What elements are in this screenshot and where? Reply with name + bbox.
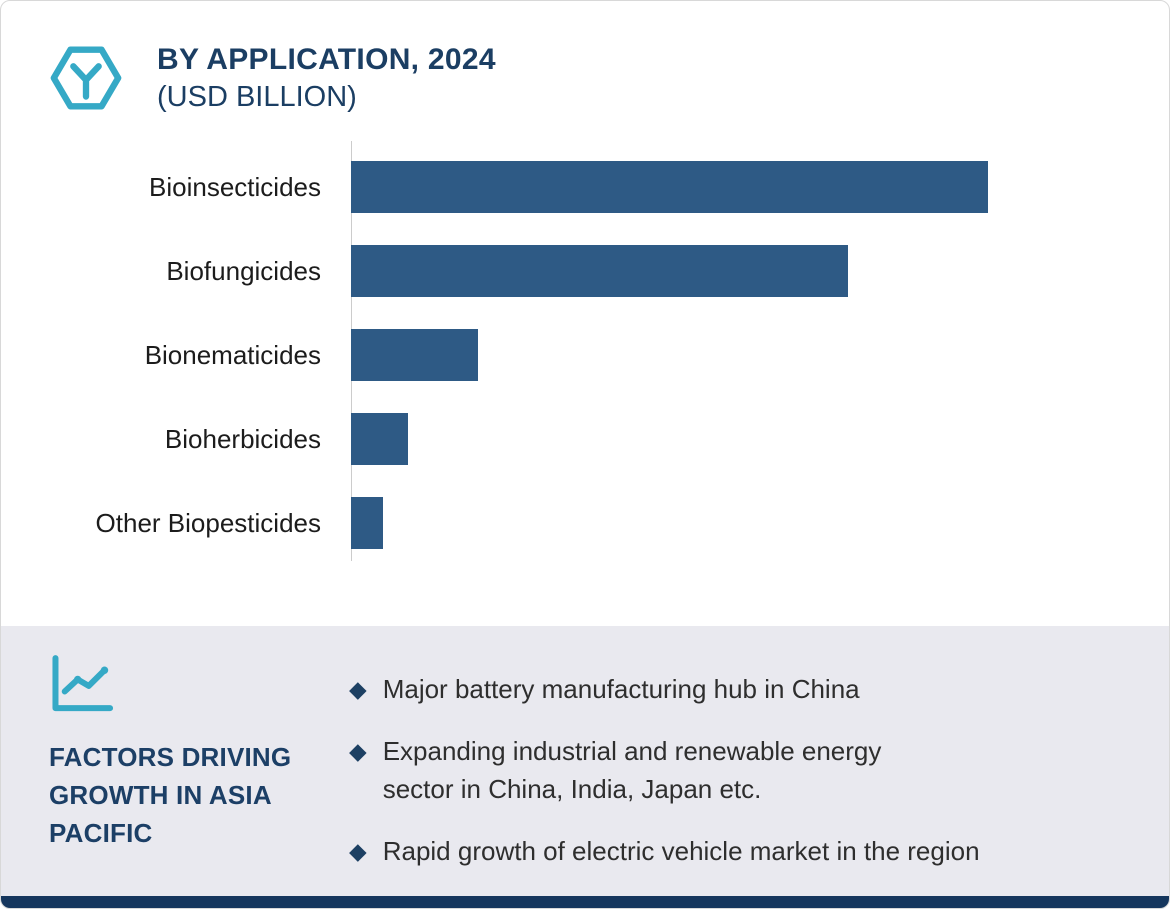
factor-text-line: sector in China, India, Japan etc. xyxy=(382,774,762,804)
bar-chart: Bioinsecticides Biofungicides Bionematic… xyxy=(1,141,1169,565)
factors-heading: FACTORS DRIVING GROWTH IN ASIA PACIFIC xyxy=(49,742,292,848)
footer-accent-strip xyxy=(1,896,1169,908)
hexagon-y-icon xyxy=(50,46,122,110)
factor-text: Expanding industrial and renewable energ… xyxy=(383,732,882,808)
list-item: ◆ Major battery manufacturing hub in Chi… xyxy=(349,670,1169,708)
factors-panel: FACTORS DRIVING GROWTH IN ASIA PACIFIC ◆… xyxy=(1,626,1169,896)
category-label: Other Biopesticides xyxy=(95,507,321,538)
bar-track xyxy=(351,497,1169,549)
factor-text-line: Major battery manufacturing hub in China xyxy=(382,674,860,704)
bar xyxy=(351,329,478,381)
category-label: Bionematicides xyxy=(144,339,321,370)
list-item: ◆ Rapid growth of electric vehicle marke… xyxy=(349,832,1169,870)
bar-track xyxy=(351,329,1169,381)
bar-track xyxy=(351,413,1169,465)
chart-row: Bionematicides xyxy=(1,313,1169,397)
chart-row: Bioherbicides xyxy=(1,397,1169,481)
chart-row: Other Biopesticides xyxy=(1,481,1169,565)
category-label: Bioherbicides xyxy=(164,423,321,454)
factor-text-line: Rapid growth of electric vehicle market … xyxy=(382,836,980,866)
line-chart-icon xyxy=(52,655,114,712)
factors-left-column: FACTORS DRIVING GROWTH IN ASIA PACIFIC xyxy=(49,654,349,896)
chart-header: BY APPLICATION, 2024 (USD BILLION) xyxy=(1,1,1169,117)
factor-text: Major battery manufacturing hub in China xyxy=(383,670,860,708)
category-label: Bioinsecticides xyxy=(149,171,321,202)
bar xyxy=(351,161,988,213)
bar xyxy=(351,497,383,549)
diamond-bullet-icon: ◆ xyxy=(349,838,367,864)
factor-text-line: Expanding industrial and renewable energ… xyxy=(382,736,882,766)
chart-title-block: BY APPLICATION, 2024 (USD BILLION) xyxy=(157,39,496,115)
chart-section: BY APPLICATION, 2024 (USD BILLION) Bioin… xyxy=(1,1,1169,626)
bar xyxy=(351,245,848,297)
chart-row: Biofungicides xyxy=(1,229,1169,313)
bar-track xyxy=(351,161,1169,213)
chart-row: Bioinsecticides xyxy=(1,145,1169,229)
factors-list: ◆ Major battery manufacturing hub in Chi… xyxy=(349,654,1169,896)
list-item: ◆ Expanding industrial and renewable ene… xyxy=(349,732,1169,808)
bar-track xyxy=(351,245,1169,297)
bar xyxy=(351,413,408,465)
diamond-bullet-icon: ◆ xyxy=(349,676,367,702)
category-label: Biofungicides xyxy=(166,255,321,286)
diamond-bullet-icon: ◆ xyxy=(349,738,367,764)
chart-title: BY APPLICATION, 2024 xyxy=(157,43,496,76)
chart-subtitle: (USD BILLION) xyxy=(157,80,357,113)
factor-text: Rapid growth of electric vehicle market … xyxy=(383,832,980,870)
